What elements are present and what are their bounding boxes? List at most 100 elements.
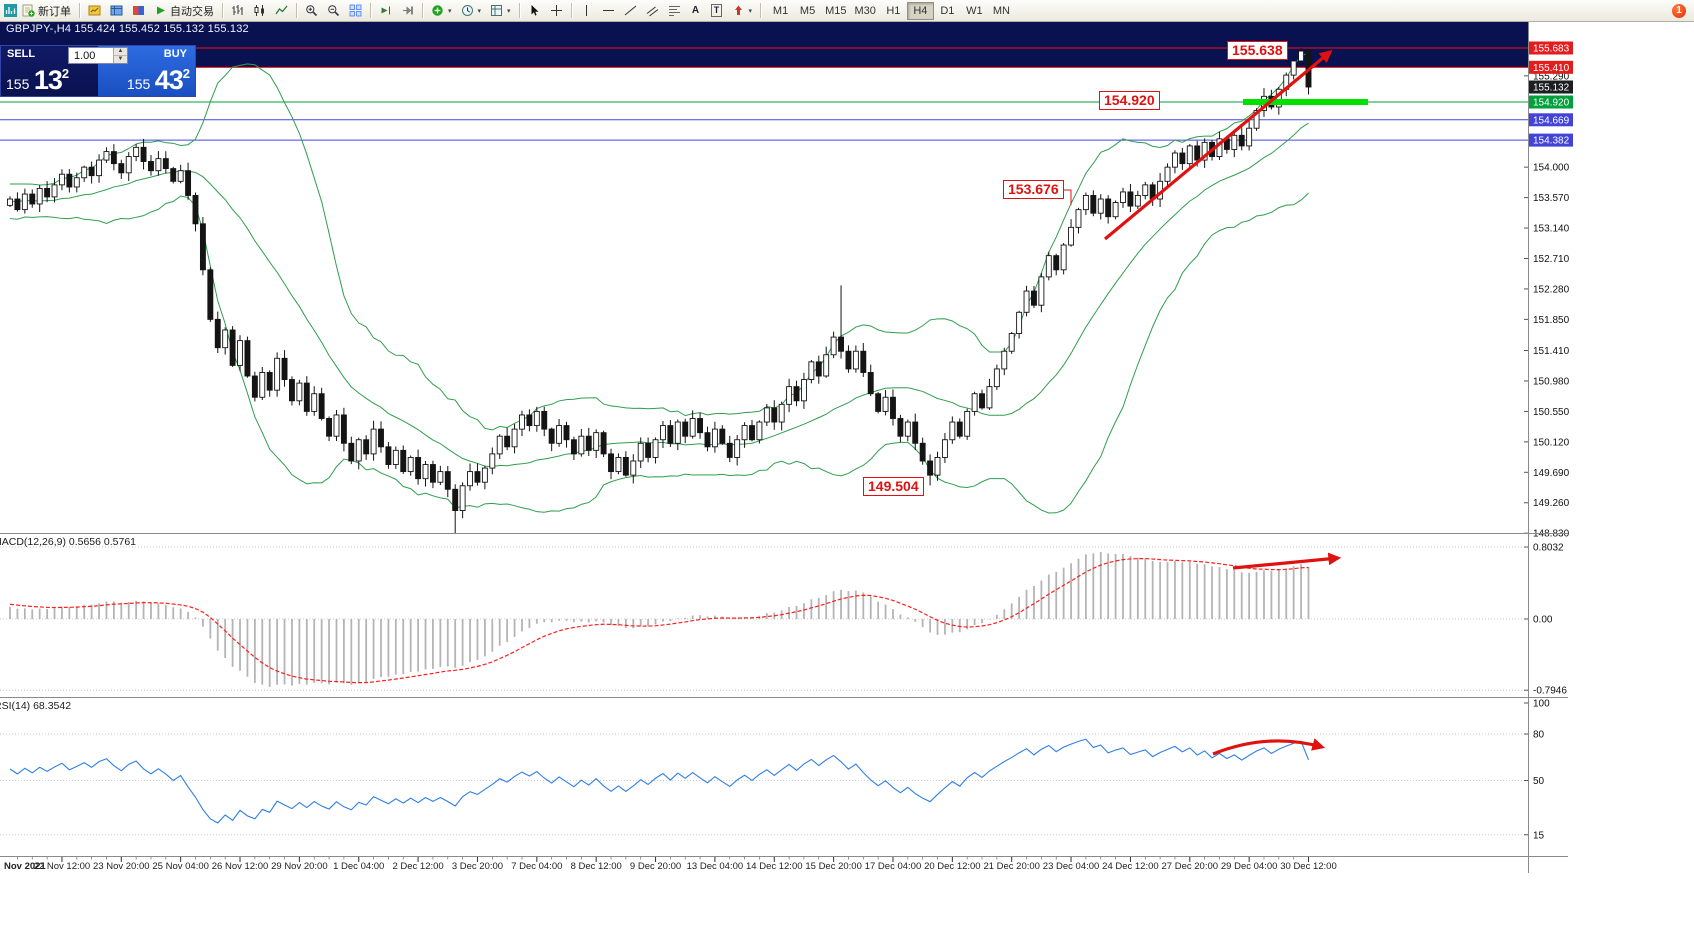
- timeframe-button-m1[interactable]: M1: [767, 2, 794, 20]
- autotrading-button[interactable]: 自动交易: [150, 2, 218, 20]
- trendline-tool-button[interactable]: [620, 2, 641, 20]
- autotrading-icon: [154, 4, 167, 17]
- new-order-label: 新订单: [38, 5, 71, 18]
- auto-scroll-icon: [379, 4, 392, 17]
- add-indicator-button[interactable]: ▾: [427, 2, 456, 20]
- fibonacci-tool-button[interactable]: [664, 2, 685, 20]
- svg-text:0.00: 0.00: [1533, 615, 1553, 626]
- svg-text:151.410: 151.410: [1533, 346, 1570, 357]
- price-annotation[interactable]: 149.504: [863, 477, 924, 496]
- macd-header: MACD(12,26,9) 0.5656 0.5761: [0, 536, 137, 548]
- svg-text:22 Nov 12:00: 22 Nov 12:00: [34, 861, 91, 872]
- line-chart-icon: [275, 4, 288, 17]
- cursor-button[interactable]: [524, 2, 545, 20]
- arrow-shape-icon: [732, 4, 745, 17]
- zoom-in-button[interactable]: [301, 2, 322, 20]
- horizontal-line-tool-button[interactable]: [598, 2, 619, 20]
- chart-shift-icon: [401, 4, 414, 17]
- new-order-icon: [22, 4, 35, 17]
- market-watch-icon: [88, 4, 101, 17]
- volume-input[interactable]: [69, 49, 110, 62]
- chart-ohlc-line: GBPJPY-,H4 155.424 155.452 155.132 155.1…: [6, 23, 249, 35]
- navigator-button[interactable]: [128, 2, 149, 20]
- tile-windows-icon: [349, 4, 362, 17]
- one-click-trading-widget: SELL 155 132 BUY 155 432 ▲ ▼: [0, 45, 196, 97]
- period-button[interactable]: ▾: [457, 2, 486, 20]
- line-chart-button[interactable]: [271, 2, 292, 20]
- label-tool-button[interactable]: T: [707, 2, 727, 20]
- svg-text:8 Dec 12:00: 8 Dec 12:00: [571, 861, 622, 872]
- toolbar-separator: [760, 3, 762, 18]
- panel-frame: [0, 21, 1568, 873]
- template-button[interactable]: ▾: [486, 2, 515, 20]
- crosshair-button[interactable]: [546, 2, 567, 20]
- bar-chart-button[interactable]: [227, 2, 248, 20]
- auto-scroll-button[interactable]: [375, 2, 396, 20]
- timeframe-button-m30[interactable]: M30: [850, 2, 879, 20]
- svg-text:1 Dec 04:00: 1 Dec 04:00: [333, 861, 384, 872]
- candles-layer: [7, 48, 1312, 533]
- trendline-icon: [624, 4, 637, 17]
- trend-arrow: [1212, 738, 1326, 756]
- svg-text:15: 15: [1533, 830, 1545, 841]
- channel-tool-button[interactable]: [642, 2, 663, 20]
- drawn-objects-layer[interactable]: [1062, 49, 1368, 756]
- svg-text:154.920: 154.920: [1533, 98, 1570, 109]
- text-tool-button[interactable]: A: [686, 2, 706, 20]
- svg-text:21 Dec 20:00: 21 Dec 20:00: [983, 861, 1040, 872]
- toolbar-separator: [370, 3, 371, 18]
- data-window-button[interactable]: [106, 2, 127, 20]
- svg-text:151.850: 151.850: [1533, 315, 1570, 326]
- trend-arrow: [1103, 49, 1333, 241]
- zoom-out-button[interactable]: [323, 2, 344, 20]
- volume-up-button[interactable]: ▲: [113, 48, 127, 56]
- vertical-line-tool-button[interactable]: [576, 2, 597, 20]
- template-icon: [490, 4, 503, 17]
- svg-text:9 Dec 20:00: 9 Dec 20:00: [630, 861, 681, 872]
- new-order-button[interactable]: 新订单: [18, 2, 75, 20]
- price-annotation[interactable]: 153.676: [1003, 180, 1064, 199]
- fibonacci-icon: [668, 4, 681, 17]
- svg-text:148.830: 148.830: [1533, 529, 1570, 540]
- svg-text:23 Dec 04:00: 23 Dec 04:00: [1043, 861, 1100, 872]
- svg-text:154.382: 154.382: [1533, 136, 1570, 147]
- timeframe-group: M1 M5 M15 M30 H1 H4 D1 W1 MN: [767, 1, 1015, 20]
- svg-text:155.132: 155.132: [1533, 83, 1570, 94]
- tile-windows-button[interactable]: [345, 2, 366, 20]
- chevron-down-icon: ▾: [748, 7, 753, 15]
- trend-arrow: [1232, 552, 1342, 570]
- svg-text:7 Dec 04:00: 7 Dec 04:00: [511, 861, 562, 872]
- price-annotation[interactable]: 155.638: [1227, 41, 1288, 60]
- bar-chart-icon: [231, 4, 244, 17]
- chart-canvas[interactable]: 155.290 154.000 153.570 153.140 152.710 152.2…: [0, 21, 1694, 939]
- svg-text:154.000: 154.000: [1533, 163, 1570, 174]
- channel-icon: [646, 4, 659, 17]
- svg-text:155.410: 155.410: [1533, 63, 1570, 74]
- svg-text:13 Dec 04:00: 13 Dec 04:00: [687, 861, 744, 872]
- price-scale[interactable]: 155.290 154.000 153.570 153.140 152.710 152.2…: [1524, 41, 1573, 842]
- svg-text:29 Dec 04:00: 29 Dec 04:00: [1221, 861, 1278, 872]
- svg-text:149.690: 149.690: [1533, 468, 1570, 479]
- timeframe-button-h4[interactable]: H4: [906, 1, 934, 20]
- svg-text:149.260: 149.260: [1533, 498, 1570, 509]
- market-watch-button[interactable]: [84, 2, 105, 20]
- svg-text:3 Dec 20:00: 3 Dec 20:00: [452, 861, 503, 872]
- candlestick-chart-button[interactable]: [249, 2, 270, 20]
- price-annotation[interactable]: 154.920: [1099, 91, 1160, 110]
- timeframe-button-mn[interactable]: MN: [988, 2, 1015, 20]
- chart-shift-button[interactable]: [397, 2, 418, 20]
- arrows-tool-button[interactable]: ▾: [728, 2, 757, 20]
- volume-down-button[interactable]: ▼: [113, 56, 127, 63]
- timeframe-button-w1[interactable]: W1: [961, 2, 988, 20]
- autotrading-label: 自动交易: [170, 5, 214, 18]
- notification-badge[interactable]: 1: [1672, 3, 1686, 18]
- svg-text:155.290: 155.290: [1533, 71, 1570, 82]
- timeframe-button-m15[interactable]: M15: [821, 2, 850, 20]
- indicator-panels-layer: [0, 546, 1528, 836]
- svg-text:20 Dec 12:00: 20 Dec 12:00: [924, 861, 981, 872]
- timeframe-button-d1[interactable]: D1: [934, 2, 961, 20]
- timeframe-button-h1[interactable]: H1: [880, 2, 907, 20]
- timeframe-button-m5[interactable]: M5: [794, 2, 821, 20]
